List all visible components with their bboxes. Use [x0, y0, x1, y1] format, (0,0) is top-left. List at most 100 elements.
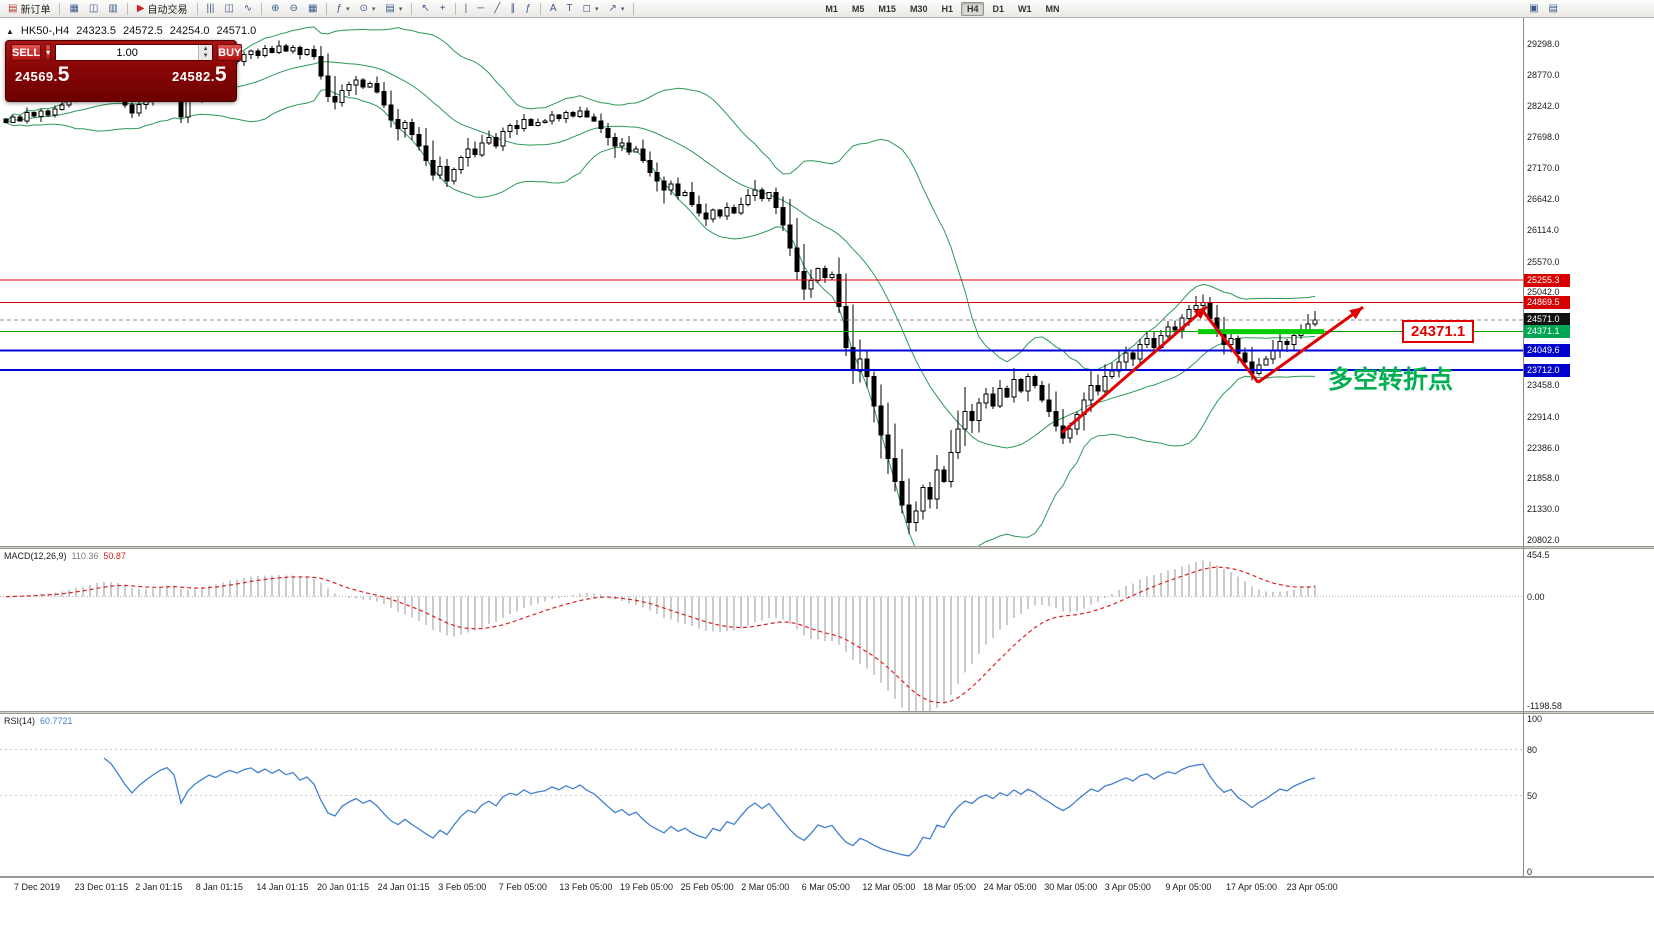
price-tag: 24371.1: [1524, 325, 1570, 339]
timeframe-m30[interactable]: M30: [909, 3, 928, 14]
market-watch-icon[interactable]: ▦: [65, 0, 82, 17]
price-axis-label: 22914.0: [1527, 411, 1560, 422]
quote-symbol: HK50-,H4: [20, 25, 70, 37]
vertical-line-icon[interactable]: |: [461, 0, 472, 17]
panel-splitter[interactable]: [0, 546, 1654, 549]
one-click-toggle-icon[interactable]: ▲: [6, 26, 14, 36]
price-chart-panel[interactable]: ▲ HK50-,H4 24323.5 24572.5 24254.0 24571…: [0, 18, 1654, 546]
templates-icon[interactable]: ▤ ▾: [381, 0, 406, 17]
price-axis-label: 26114.0: [1527, 224, 1559, 235]
volume-field: ▲ ▼: [55, 44, 214, 61]
chart-bars-icon[interactable]: |||: [203, 0, 219, 17]
toolbar-separator: [633, 2, 635, 15]
timeframe-mn[interactable]: MN: [1045, 3, 1060, 14]
docking-icon[interactable]: ▤: [1545, 0, 1562, 17]
sell-button[interactable]: SELL: [11, 44, 42, 61]
quote-high: 24572.5: [122, 25, 163, 37]
candlestick-chart[interactable]: [0, 18, 1523, 546]
toolbar-separator: [59, 2, 61, 15]
annotation-text: 多空转折点: [1328, 366, 1454, 394]
price-axis-label: 25042.0: [1527, 287, 1560, 298]
indicators-icon[interactable]: ƒ ▾: [332, 0, 353, 17]
periods-icon[interactable]: ⊙ ▾: [355, 0, 379, 17]
zoom-in-icon-glyph: ⊕: [271, 2, 280, 14]
volume-dropdown-button[interactable]: ▾: [45, 44, 52, 61]
panel-splitter[interactable]: [0, 711, 1654, 714]
toolbar-separator: [126, 2, 128, 15]
timeframe-m1[interactable]: M1: [825, 3, 838, 14]
timeframe-d1[interactable]: D1: [992, 3, 1004, 14]
timeframe-m5[interactable]: M5: [851, 3, 865, 14]
auto-trading-button[interactable]: ▶ 自动交易: [133, 0, 192, 17]
time-axis-label: 7 Feb 05:00: [498, 882, 547, 892]
time-axis-label: 24 Jan 01:15: [377, 882, 430, 892]
chart-candles-icon-glyph: ◫: [224, 2, 234, 14]
toolbar-separator: [454, 2, 456, 15]
trendline-icon[interactable]: ╱: [490, 0, 504, 17]
time-axis-label: 14 Jan 01:15: [256, 882, 309, 892]
text-label-icon[interactable]: T: [563, 0, 577, 17]
timeframe-h4[interactable]: H4: [960, 1, 985, 16]
vertical-line-icon-glyph: |: [464, 2, 468, 14]
buy-button[interactable]: BUY: [217, 44, 243, 61]
time-axis-label: 2 Mar 05:00: [741, 882, 790, 892]
chart-window-icon[interactable]: ▣: [1525, 0, 1542, 17]
chevron-down-icon: ▾: [371, 5, 376, 13]
macd-axis-label: -1198.58: [1527, 701, 1562, 712]
price-callout: 24371.1: [1402, 320, 1475, 343]
timeframe-w1[interactable]: W1: [1018, 3, 1032, 14]
horizontal-line-icon[interactable]: ─: [473, 0, 488, 17]
sell-price: 24569.5: [15, 63, 70, 86]
channel-icon[interactable]: ∥: [506, 0, 519, 17]
time-axis-label: 3 Feb 05:00: [438, 882, 487, 892]
time-axis-label: 13 Feb 05:00: [559, 882, 613, 892]
chevron-down-icon: ▾: [345, 5, 350, 13]
text-icon-glyph: A: [549, 2, 557, 14]
time-axis-label: 17 Apr 05:00: [1226, 882, 1278, 892]
periods-icon-glyph: ⊙: [359, 2, 368, 14]
toolbar: ▤ 新订单 ▦ ◫ ▥ ▶ 自动交易 ||| ◫ ∿ ⊕ ⊖ ▦ ƒ ▾ ⊙ ▾ ▤ ▾ ↖ + | ─ ╱ ∥ ƒ A T ◻ ▾ ↗ ▾ M…: [0, 0, 1654, 18]
rsi-panel[interactable]: RSI(14) 60.7721 100 80 50 0: [0, 714, 1654, 877]
terminal-icon[interactable]: ▥: [104, 0, 121, 17]
timeframe-h1[interactable]: H1: [941, 3, 953, 14]
shapes-icon-glyph: ◻: [582, 2, 591, 14]
horizontal-line-icon-glyph: ─: [477, 2, 485, 14]
arrows-icon[interactable]: ↗ ▾: [604, 0, 628, 17]
chart-window-icon: ▣: [1529, 2, 1539, 14]
price-tag: 25255.3: [1524, 273, 1570, 287]
crosshair-icon[interactable]: +: [436, 0, 450, 17]
time-axis-label: 25 Feb 05:00: [680, 882, 734, 892]
macd-panel[interactable]: MACD(12,26,9) 110.36 50.87 454.5 0.00 -119…: [0, 549, 1654, 711]
tile-windows-icon[interactable]: ▦: [304, 0, 321, 17]
market-watch-icon-glyph: ▦: [69, 2, 79, 14]
channel-icon-glyph: ∥: [510, 2, 516, 14]
axis-divider: [1523, 18, 1524, 878]
shapes-icon[interactable]: ◻ ▾: [579, 0, 603, 17]
buy-price: 24582.5: [172, 63, 227, 86]
volume-increase-button[interactable]: ▲: [199, 45, 213, 53]
time-axis: 7 Dec 2019 23 Dec 01:15 2 Jan 01:15 8 Jan 0…: [0, 878, 1654, 898]
cursor-icon[interactable]: ↖: [417, 0, 433, 17]
time-axis-label: 23 Dec 01:15: [74, 882, 129, 892]
time-axis-label: 6 Mar 05:00: [801, 882, 850, 892]
volume-input[interactable]: [56, 45, 199, 60]
volume-decrease-button[interactable]: ▼: [199, 52, 213, 60]
zoom-in-icon[interactable]: ⊕: [267, 0, 283, 17]
data-window-icon[interactable]: ◫: [85, 0, 102, 17]
time-axis-label: 7 Dec 2019: [14, 882, 61, 892]
time-axis-label: 2 Jan 01:15: [135, 882, 183, 892]
new-order-button[interactable]: ▤ 新订单: [4, 0, 54, 17]
quote-open: 24323.5: [76, 25, 116, 37]
fibonacci-icon[interactable]: ƒ: [521, 0, 535, 17]
timeframe-m15[interactable]: M15: [878, 3, 896, 14]
toolbar-separator: [196, 2, 198, 15]
price-axis-label: 26642.0: [1527, 194, 1560, 204]
price-axis-label: 28242.0: [1527, 100, 1560, 111]
chart-line-icon[interactable]: ∿: [240, 0, 256, 17]
chart-candles-icon[interactable]: ◫: [220, 0, 237, 17]
toolbar-separator: [411, 2, 413, 15]
data-window-icon-glyph: ◫: [88, 2, 99, 14]
zoom-out-icon[interactable]: ⊖: [286, 0, 302, 17]
text-icon[interactable]: A: [546, 0, 561, 17]
